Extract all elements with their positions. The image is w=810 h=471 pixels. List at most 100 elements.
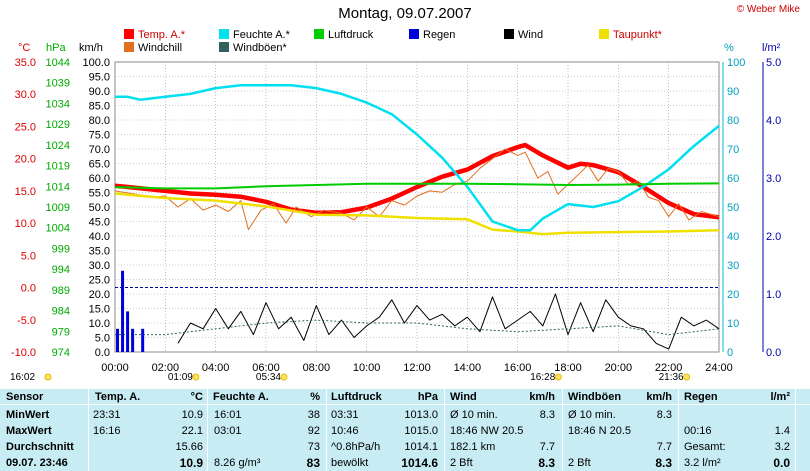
table-cell: Gesamt: [684, 441, 726, 453]
table-cell: 2 Bft [568, 457, 591, 469]
legend-label: Windchill [138, 42, 182, 54]
header-gusts-unit: km/h [646, 391, 672, 403]
kmh-tick: 60.0 [89, 173, 110, 185]
kmh-tick: 70.0 [89, 144, 110, 156]
time-tick: 00:00 [101, 362, 129, 374]
pct-tick: 30 [727, 260, 739, 272]
pct-tick: 60 [727, 173, 739, 185]
temp-tick: 25.0 [15, 121, 36, 133]
sun-marker-label: 16:02 [10, 372, 35, 383]
legend-label: Windböen* [233, 42, 288, 54]
temp-tick: 35.0 [15, 57, 36, 69]
pct-tick: 80 [727, 115, 739, 127]
header-rain: Regen [684, 391, 718, 403]
sun-marker-icon [192, 373, 200, 381]
hpa-tick: 1034 [46, 98, 70, 110]
legend-swatch [124, 42, 134, 52]
time-tick: 18:00 [554, 362, 582, 374]
pct-tick: 100 [727, 57, 745, 69]
header-humidity-unit: % [310, 391, 320, 403]
legend-label: Wind [518, 29, 543, 41]
rain-unit: l/m² [762, 42, 781, 54]
time-tick: 22:00 [655, 362, 683, 374]
table-cell: 03:01 [214, 425, 242, 437]
pct-tick: 50 [727, 202, 739, 214]
table-cell: 7.7 [539, 441, 555, 453]
kmh-tick: 80.0 [89, 115, 110, 127]
series-regen-bar [141, 328, 145, 352]
rain-tick: 4.0 [766, 115, 781, 127]
kmh-tick: 55.0 [89, 188, 110, 200]
hpa-tick: 1004 [46, 223, 70, 235]
time-tick: 02:00 [152, 362, 180, 374]
hpa-tick: 984 [52, 306, 70, 318]
rain-tick: 1.0 [766, 289, 781, 301]
sun-marker-label: 21:36 [659, 372, 684, 383]
header-humidity: Feuchte A. [213, 391, 269, 403]
row-label: MaxWert [6, 425, 52, 437]
row-label: MinWert [6, 409, 50, 421]
kmh-tick: 20.0 [89, 289, 110, 301]
hpa-tick: 1039 [46, 78, 70, 90]
pct-tick: 70 [727, 144, 739, 156]
legend-label: Taupunkt* [613, 29, 663, 41]
temp-tick: 10.0 [15, 218, 36, 230]
legend-swatch [599, 29, 609, 39]
series-windchill [114, 148, 720, 231]
table-cell: 92 [307, 425, 320, 437]
chart-title: Montag, 09.07.2007 [338, 5, 472, 22]
kmh-tick: 50.0 [89, 202, 110, 214]
table-cell: 1015.0 [404, 425, 438, 437]
table-cell: 3.2 [774, 441, 790, 453]
sun-marker-icon [554, 373, 562, 381]
pct-tick: 10 [727, 318, 739, 330]
copyright-text: © Weber Mike [736, 4, 800, 15]
table-cell: 18:46 NW 20.5 [450, 425, 524, 437]
table-cell: 03:31 [331, 409, 359, 421]
series-wind [177, 293, 720, 350]
temp-tick: -5.0 [17, 315, 36, 327]
header-gusts: Windböen [568, 391, 622, 403]
time-tick: 08:00 [303, 362, 331, 374]
sun-marker-icon [683, 373, 691, 381]
kmh-tick: 15.0 [89, 304, 110, 316]
table-cell: 1.4 [774, 425, 790, 437]
sun-marker-label: 16:28 [530, 372, 555, 383]
table-cell: 8.3 [655, 456, 672, 470]
table-cell: 38 [307, 409, 320, 421]
kmh-tick: 45.0 [89, 217, 110, 229]
table-cell: ^0.8hPa/h [331, 441, 381, 453]
header-wind-unit: km/h [529, 391, 555, 403]
time-tick: 20:00 [605, 362, 633, 374]
time-tick: 24:00 [705, 362, 733, 374]
time-tick: 16:00 [504, 362, 532, 374]
temp-tick: 15.0 [15, 186, 36, 198]
hpa-tick: 1009 [46, 202, 70, 214]
hpa-tick: 979 [52, 326, 70, 338]
kmh-tick: 85.0 [89, 101, 110, 113]
temp-unit: °C [18, 42, 30, 54]
kmh-unit: km/h [79, 42, 103, 54]
legend-swatch [219, 29, 229, 39]
time-tick: 14:00 [454, 362, 482, 374]
table-cell: 23:31 [93, 409, 121, 421]
kmh-tick: 10.0 [89, 318, 110, 330]
hpa-tick: 1044 [46, 57, 70, 69]
header-pressure: Luftdruck [331, 391, 382, 403]
rain-tick: 2.0 [766, 231, 781, 243]
sun-marker-icon [44, 373, 52, 381]
table-cell: 1014.1 [404, 441, 438, 453]
series-feuchte-a- [115, 83, 720, 232]
series-regen-bar [116, 328, 120, 352]
table-cell: 7.7 [656, 441, 672, 453]
table-cell: 73 [307, 441, 320, 453]
series-windb-en- [115, 319, 720, 336]
table-cell: 16:01 [214, 409, 242, 421]
hpa-tick: 1024 [46, 140, 70, 152]
table-cell: 0.0 [773, 456, 790, 470]
legend-label: Regen [423, 29, 455, 41]
pct-tick: 90 [727, 86, 739, 98]
table-cell: Ø 10 min. [450, 409, 498, 421]
header-wind: Wind [450, 391, 477, 403]
kmh-tick: 30.0 [89, 260, 110, 272]
